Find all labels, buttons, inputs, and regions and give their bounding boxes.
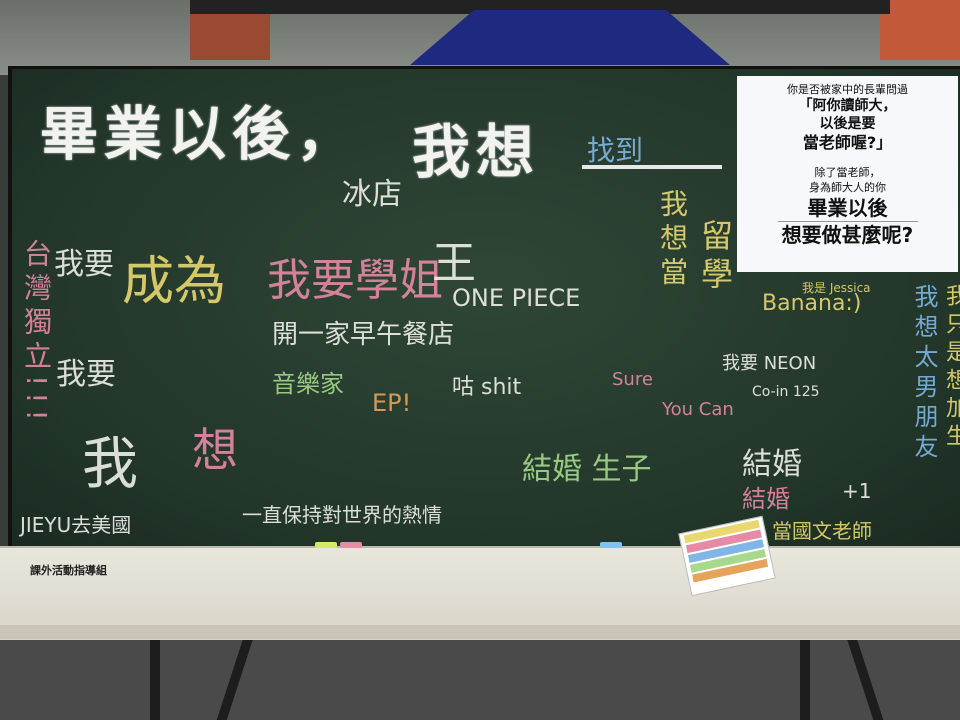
chalk-writing: ONE PIECE [452, 284, 581, 312]
chalk-writing: 開一家早午餐店 [272, 320, 455, 350]
chalk-writing: +1 [842, 479, 872, 503]
chalk-writing: You Can [662, 399, 734, 420]
chalk-writing: Banana:) [762, 291, 862, 316]
poster-line: 身為師大人的你 [809, 181, 886, 194]
chalk-writing: 找到 [587, 134, 644, 167]
chalk-writing: Sure [612, 369, 653, 390]
chalk-writing: 結婚 [742, 485, 790, 513]
tent-frame [190, 0, 890, 14]
poster-line: 當老師喔?」 [802, 133, 893, 152]
question-poster: 你是否被家中的長輩問過 「阿你讀師大， 以後是要 當老師喔?」 除了當老師， 身… [737, 76, 958, 272]
poster-divider [777, 221, 918, 222]
heading-underline [582, 165, 722, 169]
chalk-writing: 我想太男朋友 [910, 284, 938, 464]
table-leg [800, 638, 810, 720]
poster-heading: 畢業以後 [807, 196, 888, 220]
chalk-writing: 結婚 [742, 447, 802, 482]
chalk-writing: 我是 Jessica [802, 281, 871, 295]
table-edge [0, 625, 960, 639]
poster-line: 「阿你讀師大， [798, 98, 897, 114]
chalk-writing: 王 [432, 238, 476, 289]
poster-line: 你是否被家中的長輩問過 [787, 83, 908, 96]
chalk-writing: 當國文老師 [772, 519, 872, 543]
chalk-writing: 音樂家 [272, 370, 344, 398]
chalk-piece[interactable] [600, 542, 622, 548]
chalk-writing: 我要 NEON [722, 353, 817, 374]
table-label: 課外活動指導組 [30, 564, 107, 577]
chalk-writing: 一直保持對世界的熱情 [242, 503, 442, 527]
chalk-writing: 我要 [54, 247, 114, 282]
chalk-writing: 留學 [696, 219, 734, 295]
chalk-writing: 冰店 [342, 177, 402, 212]
chalk-writing: 我只是想加生 [942, 284, 960, 452]
chalk-writing: 想 [192, 423, 238, 477]
board-heading-left: 畢業以後， [40, 100, 361, 168]
background-building [880, 0, 960, 60]
chalk-writing: 台灣獨立!!! [20, 239, 53, 427]
chalk-writing: 我想當 [656, 189, 689, 291]
folding-table [0, 546, 960, 640]
chalk-writing: 我要學姐 [267, 255, 443, 306]
chalk-piece[interactable] [315, 542, 337, 548]
board-heading-right: 我想 [412, 118, 541, 186]
poster-line: 除了當老師， [814, 166, 881, 179]
chalk-writing: 我 [82, 432, 138, 497]
chalk-piece[interactable] [340, 542, 362, 548]
chalk-writing: Co-in 125 [752, 384, 820, 400]
chalk-writing: 咕 shit [452, 375, 522, 400]
chalk-writing: JIEYU去美國 [20, 513, 132, 537]
poster-heading: 想要做甚麼呢? [781, 223, 914, 247]
chalk-writing: EP! [372, 389, 412, 417]
ground [0, 638, 960, 720]
poster-line: 以後是要 [819, 116, 876, 132]
chalk-writing: 成為 [122, 252, 227, 312]
chalk-writing: 結婚 生子 [522, 452, 652, 487]
table-leg [150, 638, 160, 720]
chalk-writing: 我要 [56, 357, 116, 392]
